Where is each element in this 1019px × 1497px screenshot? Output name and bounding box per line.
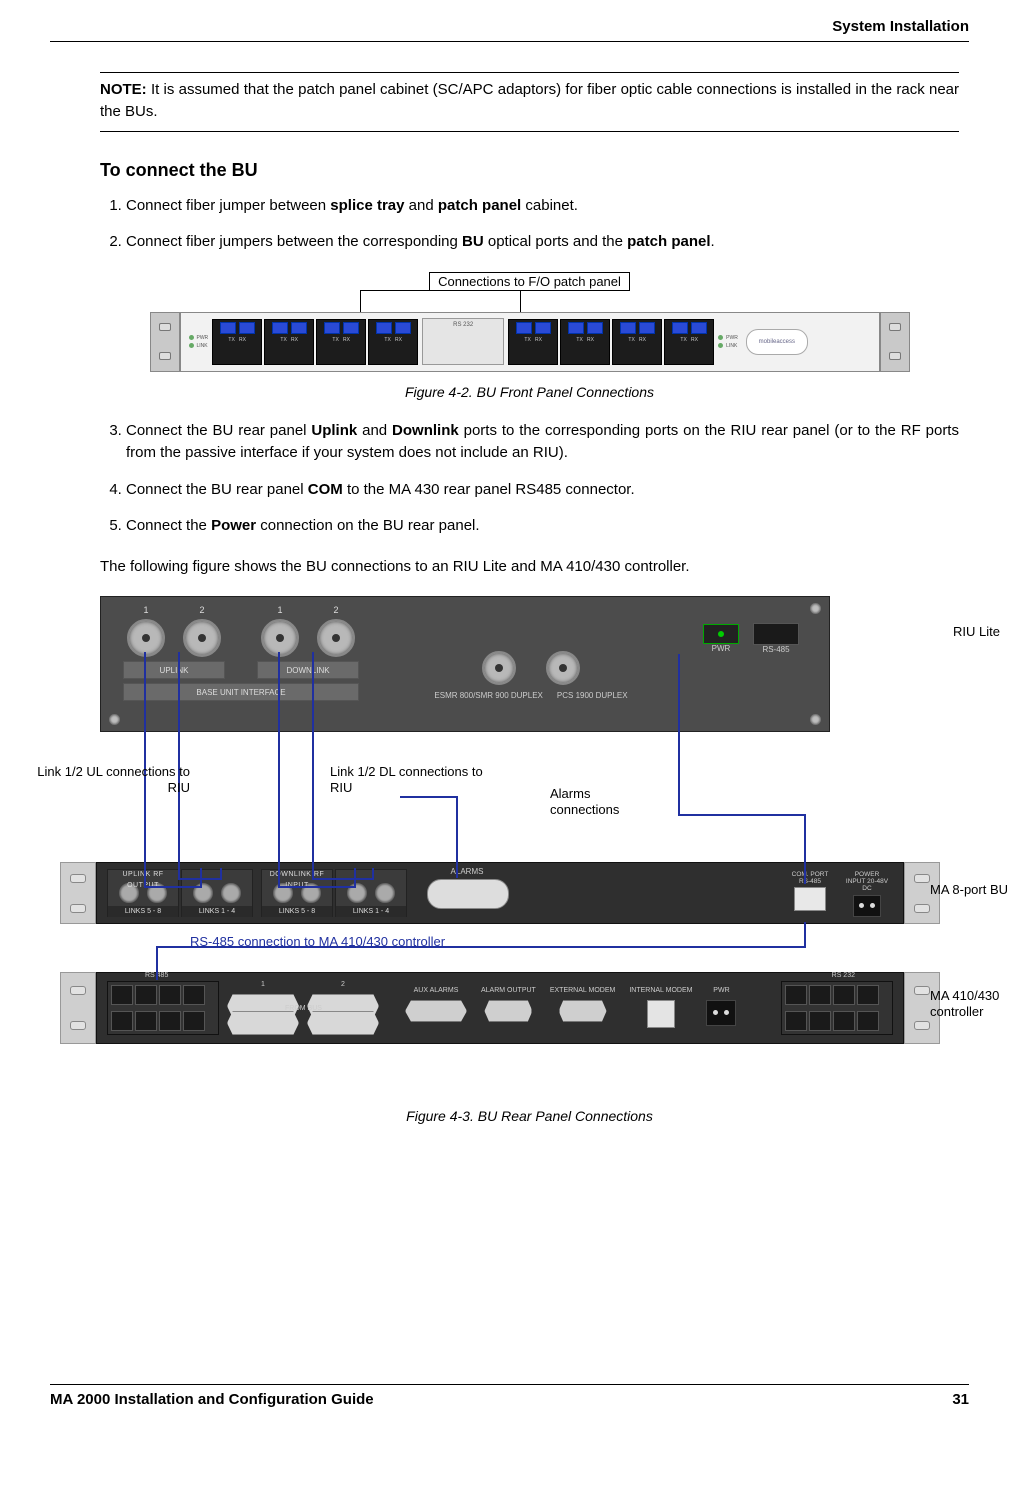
anno-rs485: RS-485 connection to MA 410/430 controll… [190, 934, 445, 950]
alarms-port [427, 879, 509, 909]
duplex1-label: ESMR 800/SMR 900 DUPLEX [434, 691, 543, 700]
uplink-label: UPLINK [123, 661, 225, 679]
links14-label: LINKS 1 - 4 [182, 906, 252, 917]
rack-ear-right [880, 312, 910, 372]
link-modules-right: TX RX TX RX TX RX TX RX [508, 319, 714, 365]
anno-link-ul: Link 1/2 UL connections to RIU [20, 764, 190, 797]
pwr-label: PWR [703, 644, 739, 653]
aux-label: AUX ALARMS [414, 987, 459, 994]
fig42-caption: Figure 4-2. BU Front Panel Connections [100, 384, 959, 400]
page-header: System Installation [50, 18, 969, 42]
step-5: Connect the Power connection on the BU r… [126, 515, 959, 538]
steps-list: Connect fiber jumper between splice tray… [100, 195, 959, 254]
anno-ma430: MA 410/430 controller [930, 988, 1019, 1021]
step-1: Connect fiber jumper between splice tray… [126, 195, 959, 218]
steps-list-cont: Connect the BU rear panel Uplink and Dow… [100, 420, 959, 538]
anno-alarms: Alarms connections [550, 786, 660, 819]
brand-logo: mobileaccess [746, 329, 808, 355]
step-bold: Uplink [311, 422, 357, 439]
step-text: Connect fiber jumpers between the corres… [126, 233, 462, 250]
alarms-label: ALARMS [427, 867, 507, 876]
frombus-label: FROM BUS [285, 1005, 322, 1012]
rs485-bank [107, 981, 219, 1035]
step-bold: patch panel [438, 197, 521, 214]
step-text: Connect the BU rear panel [126, 422, 311, 439]
anno-riu-lite: RIU Lite [953, 624, 1000, 640]
riu-lite-device: 1 2 UPLINK 1 2 DOWNLINK BASE UNIT INTERF… [100, 596, 830, 732]
footer-right: 31 [952, 1391, 969, 1408]
figure-4-3: 1 2 UPLINK 1 2 DOWNLINK BASE UNIT INTERF… [60, 596, 1000, 1096]
pwr-socket [853, 895, 881, 917]
step-bold: Power [211, 517, 256, 534]
ext-modem-label: EXTERNAL MODEM [550, 987, 615, 994]
paragraph-after-steps: The following figure shows the BU connec… [100, 556, 959, 579]
bui-label: BASE UNIT INTERFACE [123, 683, 359, 701]
com-port-jack [794, 887, 826, 911]
rack-ear-left [150, 312, 180, 372]
figure-4-2: Connections to F/O patch panel PWR LINK … [100, 272, 959, 372]
rs232-bank [781, 981, 893, 1035]
note-prefix: NOTE: [100, 81, 147, 98]
links58-label-2: LINKS 5 - 8 [262, 906, 332, 917]
com-port-label: COM. PORT RS-485 [791, 871, 829, 885]
step-text: . [711, 233, 715, 250]
pwr-input-label: POWER INPUT 20-48V DC [845, 871, 889, 892]
step-text: and [405, 197, 438, 214]
footer-left: MA 2000 Installation and Configuration G… [50, 1391, 374, 1408]
note-box: NOTE: It is assumed that the patch panel… [100, 72, 959, 132]
step-bold: COM [308, 481, 343, 498]
bu-front-panel: PWR LINK TX RX TX RX TX RX TX RX RS 232 [150, 312, 910, 372]
mid-panel: RS 232 [422, 318, 504, 365]
note-text: It is assumed that the patch panel cabin… [100, 81, 959, 120]
int-modem-label: INTERNAL MODEM [629, 987, 692, 994]
fig43-caption: Figure 4-3. BU Rear Panel Connections [100, 1108, 959, 1124]
rs485-label: RS-485 [753, 645, 799, 654]
step-text: cabinet. [521, 197, 578, 214]
fig42-callout: Connections to F/O patch panel [429, 272, 630, 291]
ul-out-label: UPLINK RF OUTPUT [108, 869, 178, 880]
link-modules-left: TX RX TX RX TX RX TX RX [212, 319, 418, 365]
rs232-title: RS 232 [832, 972, 855, 979]
status-leds-right: PWR LINK [718, 335, 738, 349]
duplex2-label: PCS 1900 DUPLEX [557, 691, 628, 700]
step-bold: splice tray [330, 197, 404, 214]
step-bold: Downlink [392, 422, 459, 439]
ma-410-430-device: RS 485 1 2 FROM BUS AUX ALARMS ALARM OUT… [60, 972, 940, 1044]
links58-label: LINKS 5 - 8 [108, 906, 178, 917]
step-text: Connect the [126, 517, 211, 534]
page-footer: MA 2000 Installation and Configuration G… [50, 1384, 969, 1408]
step-text: to the MA 430 rear panel RS485 connector… [343, 481, 635, 498]
step-bold: BU [462, 233, 484, 250]
pwr-label-430: PWR [713, 987, 729, 994]
step-text: Connect fiber jumper between [126, 197, 330, 214]
step-2: Connect fiber jumpers between the corres… [126, 231, 959, 254]
step-text: connection on the BU rear panel. [256, 517, 479, 534]
step-bold: patch panel [627, 233, 710, 250]
downlink-label: DOWNLINK [257, 661, 359, 679]
step-text: optical ports and the [484, 233, 627, 250]
step-text: Connect the BU rear panel [126, 481, 308, 498]
ma-8port-bu-device: UPLINK RF OUTPUT LINKS 5 - 8 LINKS 1 - 4… [60, 862, 940, 924]
links14-label-2: LINKS 1 - 4 [336, 906, 406, 917]
anno-ma8: MA 8-port BU [930, 882, 1019, 898]
step-4: Connect the BU rear panel COM to the MA … [126, 479, 959, 502]
section-title: To connect the BU [100, 160, 959, 181]
alarm-out-label: ALARM OUTPUT [481, 987, 536, 994]
status-leds-left: PWR LINK [189, 335, 209, 349]
step-text: and [357, 422, 392, 439]
anno-link-dl: Link 1/2 DL connections to RIU [330, 764, 500, 797]
step-3: Connect the BU rear panel Uplink and Dow… [126, 420, 959, 465]
